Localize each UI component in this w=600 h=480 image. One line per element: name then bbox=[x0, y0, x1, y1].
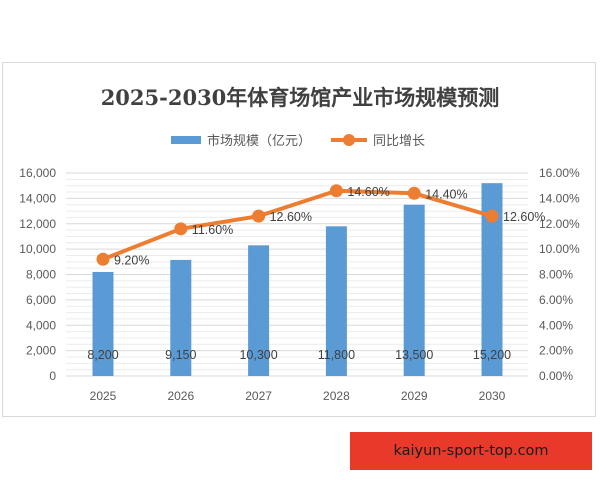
right-axis-tick-label: 14.00% bbox=[539, 191, 580, 205]
line-marker bbox=[252, 209, 266, 223]
footer-banner: kaiyun-sport-top.com bbox=[350, 432, 592, 470]
x-axis-tick-label: 2030 bbox=[479, 389, 506, 403]
legend-line-label: 同比增长 bbox=[373, 133, 426, 148]
bar-value-label: 8,200 bbox=[87, 348, 118, 362]
left-axis-tick-label: 4,000 bbox=[26, 318, 56, 332]
line-value-label: 12.60% bbox=[270, 210, 312, 224]
line-value-label: 9.20% bbox=[114, 253, 149, 267]
right-axis-tick-label: 8.00% bbox=[539, 268, 573, 282]
right-axis-tick-label: 4.00% bbox=[539, 318, 573, 332]
growth-line bbox=[102, 188, 493, 262]
line-value-label: 14.60% bbox=[347, 185, 389, 199]
x-axis-ticks: 2025 2026 2027 2028 2029 2030 bbox=[90, 389, 506, 403]
x-axis-tick-label: 2028 bbox=[323, 389, 350, 403]
chart-legend: 市场规模（亿元） 同比增长 bbox=[0, 130, 600, 149]
right-axis-tick-label: 2.00% bbox=[539, 344, 573, 358]
bar-data-labels: 8,200 9,150 10,300 11,800 13,500 15,200 bbox=[87, 348, 511, 362]
x-axis-tick-label: 2025 bbox=[90, 389, 117, 403]
x-axis-tick-label: 2026 bbox=[167, 389, 194, 403]
line-marker bbox=[174, 222, 188, 236]
x-axis-tick-label: 2029 bbox=[401, 389, 428, 403]
bar-value-label: 11,800 bbox=[318, 348, 355, 362]
legend-line-swatch-icon bbox=[331, 133, 367, 146]
chart-title: 2025-2030年体育场馆产业市场规模预测 bbox=[100, 85, 500, 110]
left-axis-tick-label: 0 bbox=[49, 369, 56, 383]
bar-value-label: 13,500 bbox=[395, 348, 433, 362]
bar bbox=[325, 226, 347, 376]
left-axis-tick-label: 10,000 bbox=[19, 242, 56, 256]
line-value-label: 11.60% bbox=[192, 223, 233, 237]
left-axis-tick-label: 8,000 bbox=[26, 268, 56, 282]
legend-bar-label: 市场规模（亿元） bbox=[206, 133, 311, 148]
line-data-labels: 9.20% 11.60% 12.60% 14.60% 14.40% 12.60% bbox=[114, 185, 545, 268]
right-axis-tick-label: 10.00% bbox=[539, 242, 580, 256]
bar-value-label: 10,300 bbox=[239, 348, 277, 362]
right-axis-ticks: 0.00% 2.00% 4.00% 6.00% 8.00% 10.00% 12.00% 14.… bbox=[539, 166, 580, 383]
left-axis-tick-label: 2,000 bbox=[26, 344, 56, 358]
bar bbox=[481, 183, 503, 376]
line-value-label: 12.60% bbox=[503, 210, 545, 224]
line-marker bbox=[96, 252, 110, 266]
line-series bbox=[96, 184, 499, 266]
bar bbox=[170, 259, 192, 376]
bar-series bbox=[92, 183, 503, 376]
line-value-label: 14.40% bbox=[425, 187, 467, 201]
right-axis-tick-label: 16.00% bbox=[539, 166, 580, 180]
bar bbox=[92, 271, 114, 376]
legend-bar-swatch-icon bbox=[170, 135, 201, 144]
bar bbox=[403, 204, 425, 376]
line-marker bbox=[329, 184, 343, 198]
right-axis-tick-label: 0.00% bbox=[539, 369, 573, 383]
left-axis-tick-label: 6,000 bbox=[26, 293, 56, 307]
bar-value-label: 15,200 bbox=[473, 348, 511, 362]
line-marker bbox=[485, 209, 499, 223]
bar bbox=[248, 245, 270, 376]
x-axis-tick-label: 2027 bbox=[245, 389, 272, 403]
bar-value-label: 9,150 bbox=[165, 348, 196, 362]
right-axis-tick-label: 6.00% bbox=[539, 293, 573, 307]
right-axis-tick-label: 12.00% bbox=[539, 217, 580, 231]
left-axis-tick-label: 14,000 bbox=[19, 191, 56, 205]
gridlines bbox=[66, 172, 528, 377]
left-axis-tick-label: 16,000 bbox=[19, 166, 56, 180]
left-axis-tick-label: 12,000 bbox=[19, 217, 56, 231]
left-axis-ticks: 0 2,000 4,000 6,000 8,000 10,000 12,000 14,000 1… bbox=[19, 166, 56, 383]
line-marker bbox=[407, 186, 421, 200]
footer-banner-text: kaiyun-sport-top.com bbox=[393, 443, 549, 459]
